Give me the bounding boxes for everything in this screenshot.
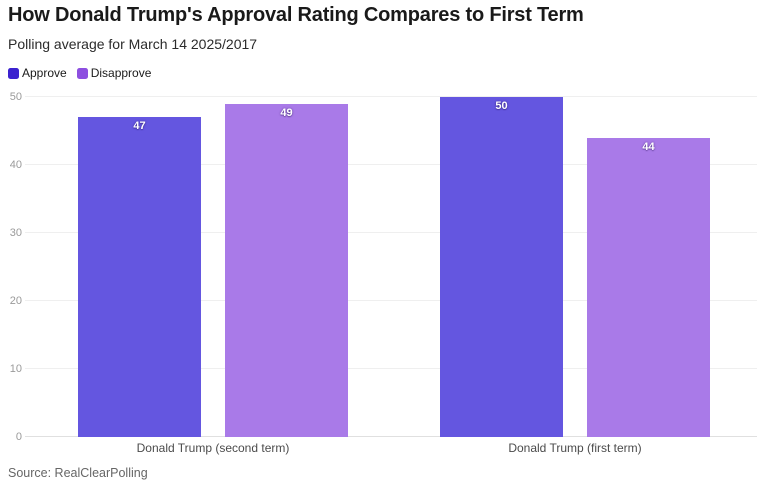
legend: Approve Disapprove [8, 66, 151, 80]
y-tick-label: 20 [9, 295, 22, 307]
page-title: How Donald Trump's Approval Rating Compa… [8, 4, 584, 26]
legend-item-approve: Approve [8, 66, 67, 80]
gridline-40 [25, 164, 757, 165]
source-note: Source: RealClearPolling [8, 466, 148, 480]
y-tick-label: 0 [15, 431, 22, 443]
y-tick-label: 30 [9, 227, 22, 239]
bar-value-label: 44 [642, 140, 655, 153]
gridline-50 [25, 96, 757, 97]
bar-group: 47 49 [78, 103, 348, 437]
gridline-30 [25, 232, 757, 233]
chart-subtitle: Polling average for March 14 2025/2017 [8, 36, 258, 52]
x-axis: Donald Trump (second term) Donald Trump (… [0, 441, 768, 457]
bar-approve: 50 [440, 97, 563, 437]
bar-group: 50 44 [440, 97, 710, 437]
gridline-0 [25, 436, 757, 437]
legend-label-disapprove: Disapprove [90, 66, 152, 80]
y-tick-label: 10 [9, 363, 22, 375]
legend-swatch [76, 67, 88, 79]
bar-value-label: 47 [133, 120, 146, 133]
bar-value-label: 50 [495, 100, 508, 112]
gridline-20 [25, 300, 757, 301]
y-axis: 0 10 20 30 40 50 [0, 91, 23, 443]
legend-swatch [8, 67, 19, 79]
bar-disapprove: 44 [587, 137, 710, 437]
bar-value-label: 49 [280, 106, 293, 119]
legend-item-disapprove: Disapprove [76, 66, 152, 80]
bar-approve: 47 [78, 117, 201, 437]
y-tick-label: 50 [9, 91, 22, 103]
bar-disapprove: 49 [225, 103, 348, 437]
gridline-10 [25, 368, 757, 369]
y-tick-label: 40 [9, 159, 22, 171]
x-axis-label: Donald Trump (first term) [508, 441, 642, 455]
legend-label-approve: Approve [22, 66, 67, 80]
x-axis-label: Donald Trump (second term) [136, 441, 290, 455]
plot-area: 47 49 50 44 [25, 96, 757, 437]
